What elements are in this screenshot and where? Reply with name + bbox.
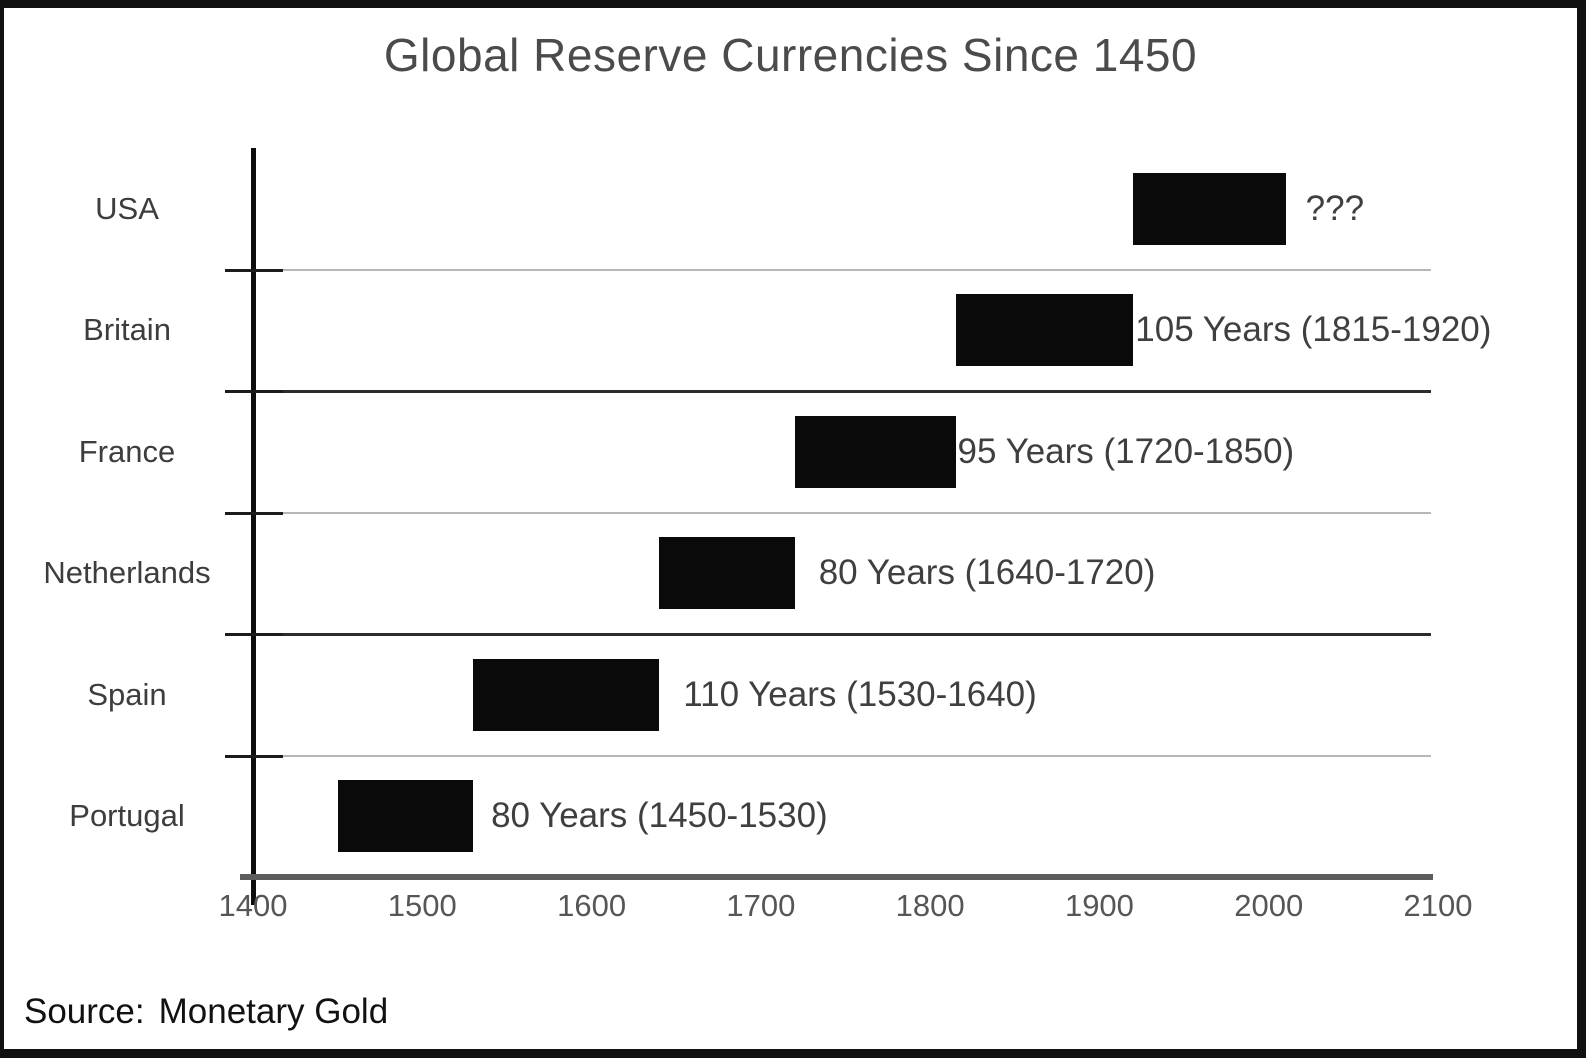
x-tick-label: 1500 [387, 888, 457, 923]
category-label-netherlands: Netherlands [43, 555, 211, 591]
y-axis-tick [225, 390, 283, 393]
value-label-portugal: 80 Years (1450-1530) [491, 796, 828, 836]
row-separator [253, 754, 1431, 757]
row-separator [253, 268, 1431, 271]
bar-france [794, 415, 956, 488]
category-label-spain: Spain [87, 676, 167, 712]
bar-britain [955, 294, 1134, 367]
row-separator [253, 390, 1431, 393]
value-label-britain: 105 Years (1815-1920) [1135, 310, 1492, 350]
x-tick-label: 1900 [1064, 888, 1134, 923]
x-tick-label: 2100 [1403, 888, 1473, 923]
category-label-france: France [78, 433, 176, 469]
value-label-france: 95 Years (1720-1850) [957, 431, 1295, 471]
y-axis-tick [225, 633, 283, 636]
source-label: Source: [24, 992, 145, 1031]
value-label-usa: ??? [1305, 188, 1365, 228]
category-label-portugal: Portugal [69, 798, 185, 834]
bar-portugal [337, 780, 474, 853]
bar-usa [1133, 172, 1286, 245]
row-separator [253, 511, 1431, 514]
row-separator [253, 633, 1431, 636]
y-axis-tick [225, 511, 283, 515]
value-label-spain: 110 Years (1530-1640) [683, 674, 1037, 714]
bar-netherlands [659, 537, 795, 610]
plot-area: USA??? Britain 105 Years (1815-1920) France… [4, 8, 1573, 1049]
chart-title: Global Reserve Currencies Since 1450 [383, 29, 1198, 81]
x-tick-label: 1700 [726, 888, 796, 923]
value-label-netherlands: 80 Years (1640-1720) [818, 553, 1156, 593]
y-axis-line [251, 148, 256, 905]
bar-spain [473, 658, 660, 731]
y-axis-tick [225, 754, 283, 758]
x-axis-line [240, 874, 1433, 880]
x-tick-label: 2000 [1234, 888, 1304, 923]
source-note: Source: Monetary Gold [24, 992, 388, 1032]
category-label-usa: USA [95, 190, 159, 226]
category-label-britain: Britain [83, 312, 171, 348]
x-tick-label: 1600 [557, 888, 627, 923]
source-value: Monetary Gold [158, 992, 389, 1031]
y-axis-tick [225, 268, 283, 272]
x-tick-label: 1800 [895, 888, 965, 923]
x-tick-label: 1400 [218, 888, 288, 923]
